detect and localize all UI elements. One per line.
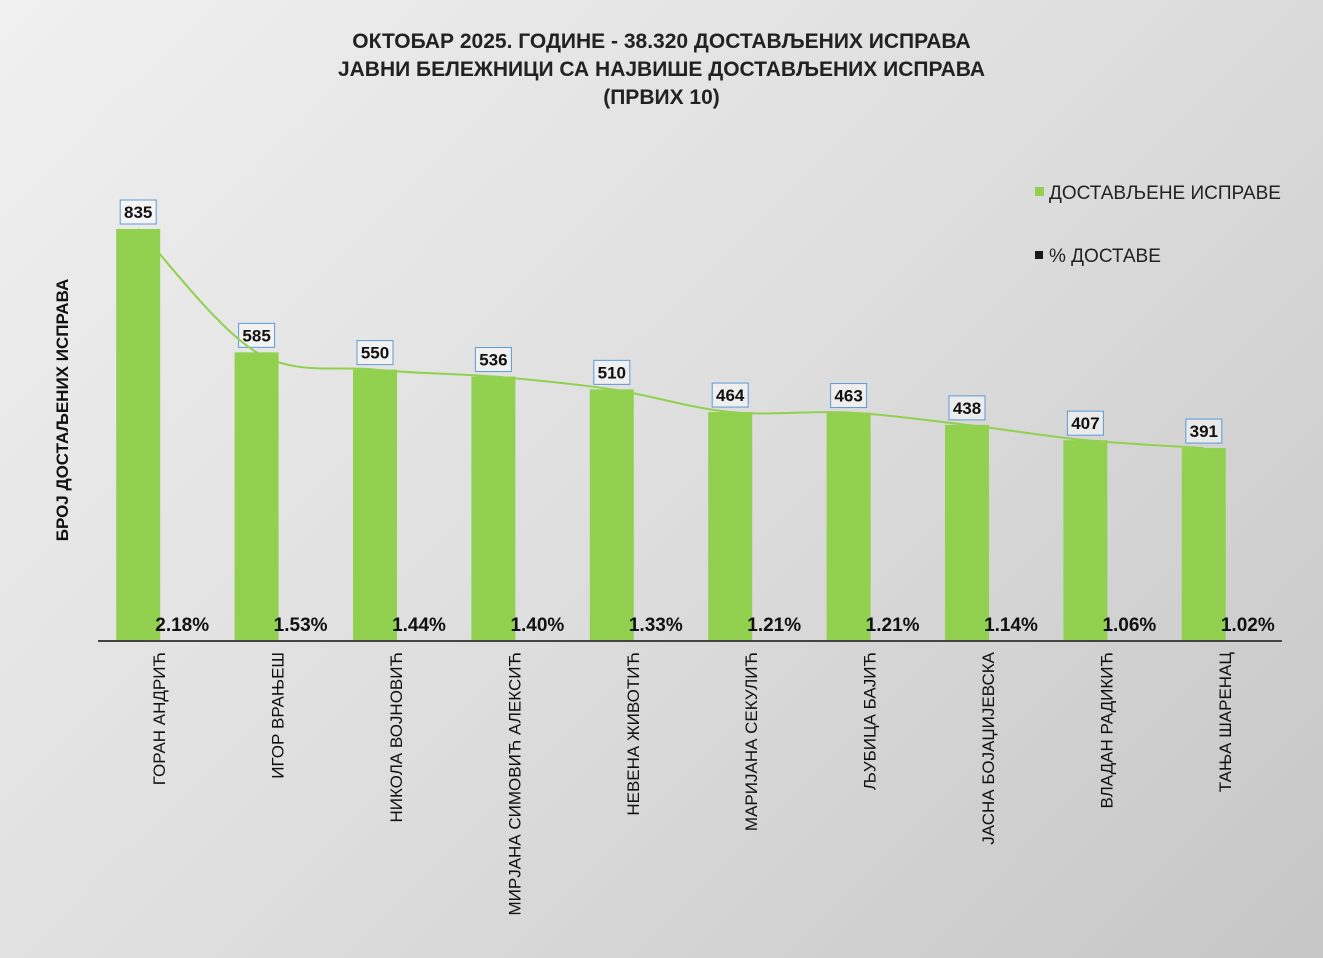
bar	[234, 352, 279, 641]
percent-label: 1.14%	[984, 615, 1038, 636]
data-label: 835	[124, 203, 152, 222]
data-label-box	[119, 199, 157, 225]
percent-label: 1.06%	[1102, 615, 1156, 636]
data-label-box	[1185, 418, 1223, 444]
bar	[471, 376, 516, 641]
data-label-box	[948, 395, 986, 421]
bar	[353, 369, 397, 641]
category-label: НИКОЛА ВОЈНОВИЋ	[387, 652, 406, 823]
chart-title-line-2: ЈАВНИ БЕЛЕЖНИЦИ СА НАЈВИШЕ ДОСТАВЉЕНИХ И…	[337, 58, 986, 81]
percent-label: 2.18%	[155, 615, 209, 636]
percent-label: 1.21%	[866, 615, 920, 636]
data-label: 550	[361, 344, 389, 363]
data-label: 464	[716, 386, 745, 405]
percent-label: 1.33%	[629, 615, 683, 636]
category-label: МАРИЈАНА СЕКУЛИЋ	[742, 652, 761, 831]
bar	[826, 412, 871, 641]
data-label: 585	[242, 326, 270, 345]
percent-label: 1.53%	[274, 615, 328, 636]
bar	[708, 412, 753, 641]
legend-label-percent: % ДОСТАВЕ	[1049, 246, 1161, 267]
y-axis-title: БРОЈ ДОСТАЉЕНИХ ИСПРАВА	[53, 279, 72, 542]
chart-title-line-1: ОКТОБАР 2025. ГОДИНЕ - 38.320 ДОСТАВЉЕНИ…	[352, 30, 971, 53]
bar	[1063, 440, 1108, 641]
category-label: НЕВЕНА ЖИВОТИЋ	[624, 652, 643, 816]
category-label: ГОРАН АНДРИЋ	[150, 652, 169, 785]
bar	[1181, 448, 1226, 641]
category-label: МИРЈАНА СИМОВИЋ АЛЕКСИЋ	[505, 652, 524, 916]
data-label: 510	[598, 363, 626, 382]
category-label: ЉУБИЦА БАЈИЋ	[861, 652, 880, 790]
category-label: ТАЊА ШАРЕНАЦ	[1216, 652, 1235, 793]
bar	[945, 424, 989, 641]
data-label-box	[830, 383, 868, 409]
category-label: ЈАСНА БОЈАЏИЈЕВСКА	[979, 651, 998, 844]
trendline	[137, 228, 1204, 450]
data-label: 391	[1190, 422, 1218, 441]
category-label: ИГОР ВРАЊЕШ	[269, 652, 288, 779]
data-label-box	[356, 340, 394, 366]
legend-marker-delivered	[1035, 187, 1044, 196]
chart-title-line-3: (ПРВИХ 10)	[603, 86, 720, 109]
legend-label-delivered: ДОСТАВЉЕНЕ ИСПРАВЕ	[1049, 183, 1281, 204]
bar	[116, 229, 161, 641]
percent-label: 1.40%	[510, 615, 564, 636]
legend-marker-percent	[1035, 251, 1043, 259]
category-label: ВЛАДАН РАДИКИЋ	[1097, 652, 1116, 809]
bar	[589, 389, 634, 641]
data-label: 438	[953, 399, 981, 418]
data-label-box	[711, 382, 749, 408]
data-label-box	[474, 347, 512, 373]
data-label: 536	[479, 351, 507, 370]
percent-label: 1.21%	[747, 615, 801, 636]
data-label-box	[1066, 410, 1104, 436]
percent-label: 1.44%	[392, 615, 446, 636]
data-label-box	[593, 359, 631, 385]
data-label: 463	[834, 387, 862, 406]
percent-label: 1.02%	[1221, 615, 1275, 636]
data-label: 407	[1071, 414, 1099, 433]
